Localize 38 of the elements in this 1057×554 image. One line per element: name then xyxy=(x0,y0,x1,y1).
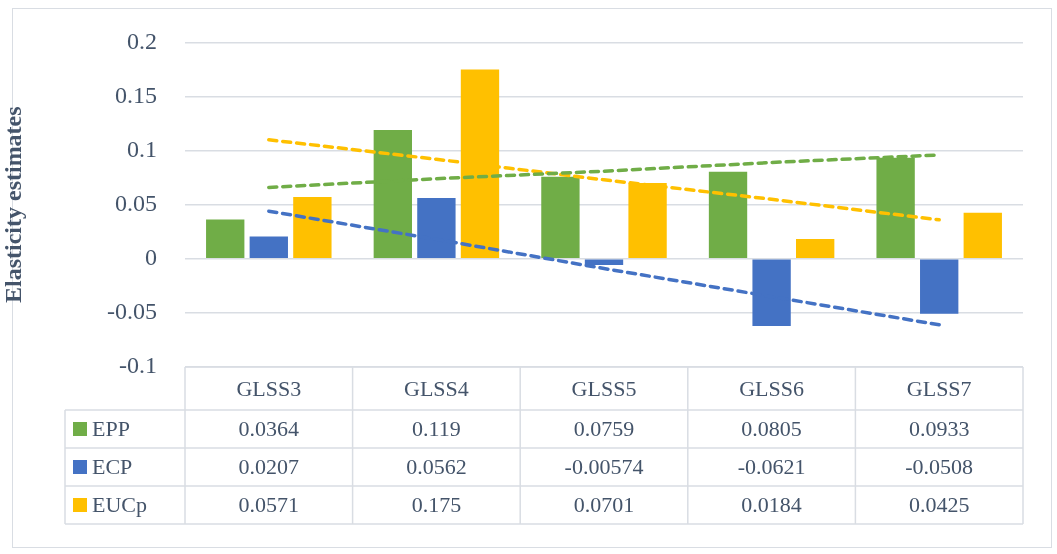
data-label: 0.0207 xyxy=(238,453,300,479)
data-label: -0.0508 xyxy=(905,453,974,479)
data-label: 0.0933 xyxy=(908,415,970,441)
y-tick-label: 0.15 xyxy=(115,81,157,108)
bar xyxy=(708,171,748,259)
bar xyxy=(206,219,245,259)
x-tick-label: GLSS5 xyxy=(571,375,637,401)
bar xyxy=(293,197,332,259)
y-tick-label: -0.05 xyxy=(107,298,157,325)
data-label: 0.0184 xyxy=(741,491,802,517)
data-label: 0.0805 xyxy=(741,415,802,441)
bar xyxy=(796,238,835,259)
x-tick-label: GLSS6 xyxy=(739,375,804,401)
data-label: -0.0621 xyxy=(737,453,806,479)
data-label: 0.175 xyxy=(411,491,462,517)
data-label: 0.0701 xyxy=(573,491,635,517)
bar xyxy=(249,236,288,259)
data-label: 0.0562 xyxy=(406,453,467,479)
bar xyxy=(963,212,1002,259)
data-label: 0.0571 xyxy=(238,491,300,517)
legend-label: EUCp xyxy=(92,491,147,517)
data-label: 0.0364 xyxy=(238,415,300,441)
bar xyxy=(920,259,959,314)
x-tick-label: GLSS4 xyxy=(404,375,469,401)
y-tick-label: 0.05 xyxy=(115,190,157,216)
y-tick-label: 0.2 xyxy=(127,27,157,54)
data-label: 0.0759 xyxy=(573,415,635,441)
x-tick-label: GLSS3 xyxy=(236,375,302,401)
x-tick-label: GLSS7 xyxy=(906,375,972,401)
legend-label: EPP xyxy=(92,415,130,441)
data-label: 0.119 xyxy=(412,415,461,441)
legend-label: ECP xyxy=(92,453,133,479)
y-tick-label: 0.1 xyxy=(127,135,157,162)
y-axis-title: Elasticity estimates xyxy=(0,106,26,304)
y-tick-label: 0 xyxy=(145,244,157,271)
data-label: 0.0425 xyxy=(908,491,970,517)
y-tick-label: -0.1 xyxy=(119,352,157,379)
data-label: -0.00574 xyxy=(564,453,644,479)
